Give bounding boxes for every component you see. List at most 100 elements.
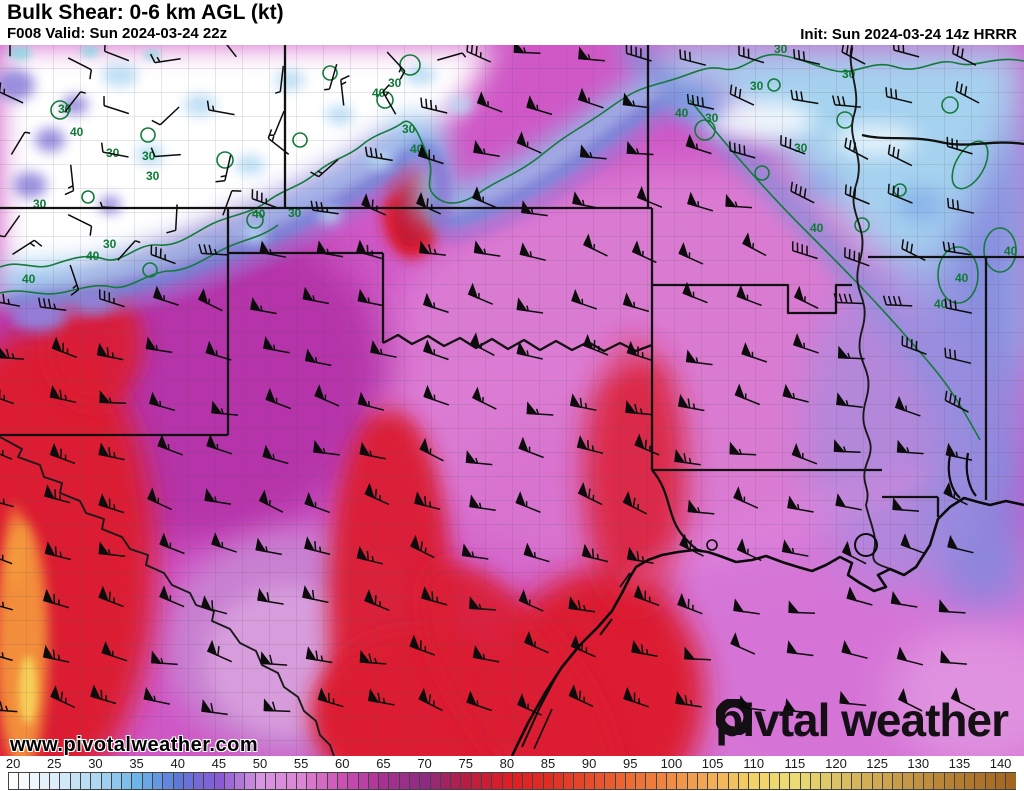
colorbar-cell bbox=[512, 773, 524, 789]
colorbar-cell bbox=[728, 773, 739, 789]
colorbar-cell bbox=[111, 773, 123, 789]
colorbar-cell bbox=[132, 773, 143, 789]
shear-contours bbox=[0, 53, 1024, 441]
colorbar-cell bbox=[60, 773, 71, 789]
colorbar-tick: 100 bbox=[660, 756, 683, 771]
colorbar-cell bbox=[286, 773, 297, 789]
contour-label: 40 bbox=[22, 272, 36, 286]
colorbar-cell bbox=[615, 773, 626, 789]
header: Bulk Shear: 0-6 km AGL (kt) F008 Valid: … bbox=[0, 0, 1024, 45]
colorbar-cell bbox=[368, 773, 380, 789]
colorbar: 20 25 30 35 40 45 50 55 60 65 70 75 80 85 90 95 100 105 11… bbox=[0, 756, 1024, 791]
colorbar-cell bbox=[738, 773, 750, 789]
colorbar-cell bbox=[420, 773, 431, 789]
colorbar-cell bbox=[39, 773, 51, 789]
contour-label: 40 bbox=[934, 297, 948, 311]
colorbar-cell bbox=[122, 773, 133, 789]
colorbar-cell bbox=[348, 773, 359, 789]
contour-label: 30 bbox=[402, 122, 416, 136]
colorbar-cell bbox=[985, 773, 996, 789]
colorbar-tick: 55 bbox=[293, 756, 309, 771]
colorbar-cell bbox=[810, 773, 822, 789]
rivers bbox=[0, 45, 891, 756]
colorbar-cell bbox=[996, 773, 1007, 789]
colorbar-cell bbox=[790, 773, 801, 789]
colorbar-cell bbox=[214, 773, 225, 789]
colorbar-cell bbox=[338, 773, 349, 789]
colorbar-cell bbox=[821, 773, 832, 789]
colorbar-cell bbox=[502, 773, 513, 789]
colorbar-cell bbox=[471, 773, 482, 789]
colorbar-tick: 25 bbox=[47, 756, 62, 771]
colorbar-tick: 105 bbox=[701, 756, 724, 771]
colorbar-cell bbox=[553, 773, 565, 789]
contour-label: 30 bbox=[750, 79, 764, 93]
contour-label: 30 bbox=[705, 111, 719, 125]
colorbar-cell bbox=[564, 773, 575, 789]
colorbar-cell bbox=[183, 773, 195, 789]
contour-label: 30 bbox=[388, 76, 402, 90]
colorbar-tick: 30 bbox=[88, 756, 103, 771]
colorbar-cell bbox=[646, 773, 657, 789]
colorbar-cell bbox=[224, 773, 236, 789]
colorbar-tick: 40 bbox=[170, 756, 185, 771]
colorbar-cell bbox=[934, 773, 945, 789]
colorbar-cell bbox=[9, 773, 20, 789]
colorbar-tick: 130 bbox=[907, 756, 930, 771]
colorbar-cell bbox=[204, 773, 215, 789]
colorbar-cell bbox=[872, 773, 883, 789]
colorbar-tick: 85 bbox=[540, 756, 556, 771]
contour-label: 30 bbox=[142, 149, 156, 163]
colorbar-cell bbox=[255, 773, 267, 789]
colorbar-cell bbox=[327, 773, 338, 789]
colorbar-cell bbox=[656, 773, 667, 789]
colorbar-cell bbox=[19, 773, 30, 789]
colorbar-cell bbox=[667, 773, 678, 789]
colorbar-cell bbox=[697, 773, 709, 789]
colorbar-cell bbox=[749, 773, 760, 789]
colorbar-cell bbox=[831, 773, 842, 789]
contour-label: 30 bbox=[103, 237, 117, 251]
shear-map: 30 40 30 30 30 30 30 40 40 40 30 30 40 30 40 30 30 30 40 30… bbox=[0, 45, 1024, 756]
colorbar-cell bbox=[461, 773, 472, 789]
colorbar-tick: 20 bbox=[5, 756, 21, 771]
contour-label: 30 bbox=[58, 102, 72, 116]
contour-label: 30 bbox=[774, 45, 788, 56]
colorbar-tick: 95 bbox=[623, 756, 638, 771]
colorbar-cell bbox=[862, 773, 873, 789]
colorbar-tick: 125 bbox=[866, 756, 888, 771]
colorbar-cell bbox=[780, 773, 791, 789]
colorbar-cell bbox=[409, 773, 421, 789]
colorbar-tick: 35 bbox=[129, 756, 144, 771]
colorbar-cell bbox=[882, 773, 894, 789]
colorbar-cell bbox=[605, 773, 616, 789]
colorbar-cell bbox=[276, 773, 287, 789]
colorbar-cell bbox=[913, 773, 925, 789]
colorbar-cell bbox=[245, 773, 256, 789]
colorbar-cell bbox=[235, 773, 246, 789]
gear-icon bbox=[716, 699, 753, 735]
colorbar-cell bbox=[481, 773, 493, 789]
colorbar-cell bbox=[70, 773, 81, 789]
valid-time-label: F008 Valid: Sun 2024-03-24 22z bbox=[7, 25, 228, 42]
colorbar-cell bbox=[379, 773, 390, 789]
colorbar-cell bbox=[533, 773, 544, 789]
colorbar-tick: 50 bbox=[252, 756, 268, 771]
colorbar-cell bbox=[91, 773, 102, 789]
contour-label: 40 bbox=[675, 106, 689, 120]
colorbar-cell bbox=[194, 773, 205, 789]
colorbar-cell bbox=[101, 773, 112, 789]
init-time-label: Init: Sun 2024-03-24 14z HRRR bbox=[800, 26, 1017, 43]
colorbar-cell bbox=[50, 773, 61, 789]
colorbar-cell bbox=[625, 773, 637, 789]
colorbar-cell bbox=[893, 773, 904, 789]
contour-label: 40 bbox=[810, 221, 824, 235]
colorbar-cell bbox=[399, 773, 410, 789]
colorbar-cell bbox=[677, 773, 688, 789]
colorbar-cell bbox=[389, 773, 400, 789]
colorbar-cell bbox=[975, 773, 986, 789]
colorbar-tick: 60 bbox=[335, 756, 350, 771]
colorbar-cell bbox=[451, 773, 462, 789]
